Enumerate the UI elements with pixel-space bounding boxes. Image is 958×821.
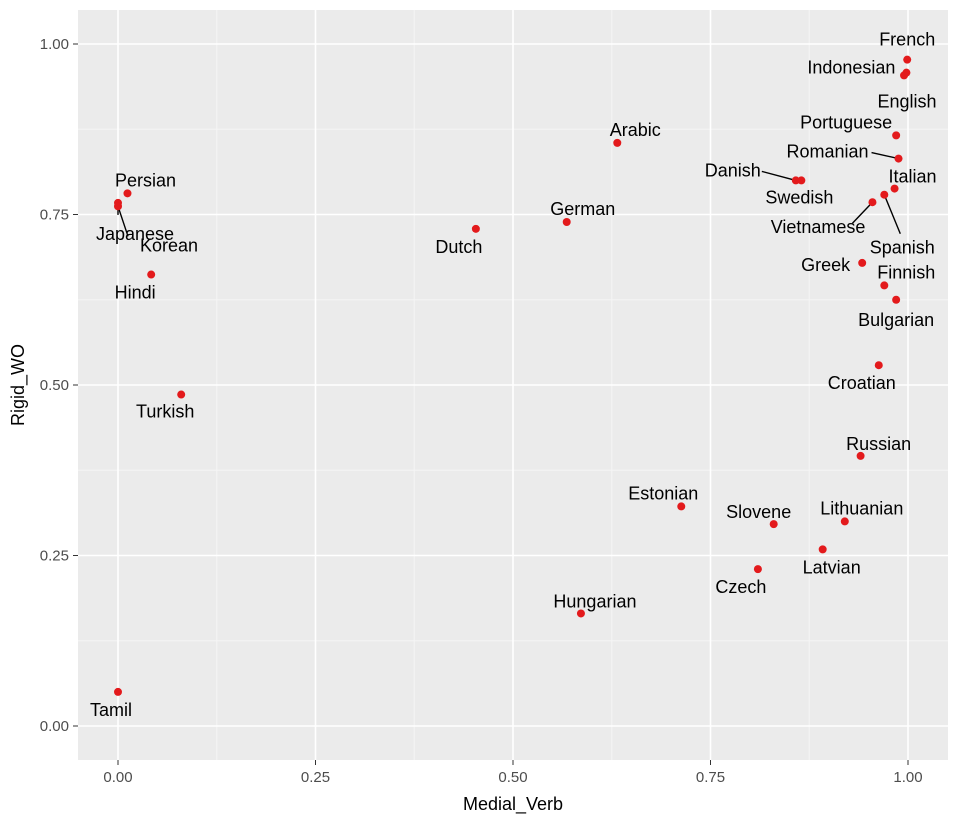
point-lithuanian xyxy=(840,517,849,526)
x-tick-label: 0.00 xyxy=(103,769,132,786)
point-label-italian: Italian xyxy=(889,167,937,187)
point-arabic xyxy=(613,138,622,147)
point-italian xyxy=(890,184,899,193)
major-gridlines xyxy=(78,10,948,760)
point-label-french: French xyxy=(879,30,935,50)
point-french xyxy=(903,55,912,64)
point-label-indonesian: Indonesian xyxy=(807,58,895,78)
point-label-swedish: Swedish xyxy=(765,187,833,207)
x-axis-ticks: 0.00 0.25 0.50 0.75 1.00 xyxy=(103,760,923,786)
point-label-spanish: Spanish xyxy=(870,238,935,258)
leader-line-vietnamese xyxy=(851,201,873,224)
point-label-persian: Persian xyxy=(115,170,176,190)
point-label-danish: Danish xyxy=(705,160,761,180)
point-vietnamese xyxy=(868,198,877,207)
point-turkish xyxy=(177,390,186,399)
point-label-arabic: Arabic xyxy=(610,120,661,140)
point-label-korean: Korean xyxy=(140,235,198,255)
point-label-croatian: Croatian xyxy=(828,373,896,393)
point-label-hindi: Hindi xyxy=(115,283,156,303)
point-label-tamil: Tamil xyxy=(90,700,132,720)
point-estonian xyxy=(677,502,686,511)
point-russian xyxy=(856,451,865,460)
x-tick-label: 0.25 xyxy=(301,769,330,786)
point-label-russian: Russian xyxy=(846,434,911,454)
point-hungarian xyxy=(576,609,585,618)
point-label-czech: Czech xyxy=(715,577,766,597)
point-label-estonian: Estonian xyxy=(628,483,698,503)
point-label-portuguese: Portuguese xyxy=(800,112,892,132)
point-korean xyxy=(114,202,122,211)
point-persian xyxy=(123,189,132,198)
label-leader-lines xyxy=(117,151,901,237)
point-label-greek: Greek xyxy=(801,255,851,275)
point-spanish xyxy=(880,190,889,199)
point-latvian xyxy=(818,545,827,554)
data-points xyxy=(114,55,912,696)
point-label-bulgarian: Bulgarian xyxy=(858,310,934,330)
y-tick-label: 0.75 xyxy=(40,207,69,224)
y-tick-label: 0.50 xyxy=(40,377,69,394)
point-german xyxy=(562,218,571,227)
point-label-german: German xyxy=(550,199,615,219)
point-label-finnish: Finnish xyxy=(877,262,935,282)
y-tick-label: 0.25 xyxy=(40,548,69,565)
point-tamil xyxy=(114,687,122,696)
point-hindi xyxy=(147,270,156,279)
point-label-slovene: Slovene xyxy=(726,502,791,522)
point-slovene xyxy=(769,520,778,529)
point-label-turkish: Turkish xyxy=(136,402,194,422)
point-english xyxy=(900,71,909,80)
point-danish xyxy=(791,176,800,185)
point-label-hungarian: Hungarian xyxy=(553,591,636,611)
point-label-vietnamese: Vietnamese xyxy=(771,217,866,237)
x-axis-title: Medial_Verb xyxy=(463,794,563,815)
point-swedish xyxy=(797,176,806,185)
point-czech xyxy=(753,565,762,574)
leader-line-romanian xyxy=(871,151,899,160)
point-portuguese xyxy=(892,131,901,140)
y-tick-label: 1.00 xyxy=(40,36,69,53)
point-label-dutch: Dutch xyxy=(435,237,482,257)
point-label-japanese: Japanese xyxy=(96,224,174,244)
point-croatian xyxy=(874,361,883,370)
point-label-latvian: Latvian xyxy=(803,557,861,577)
point-greek xyxy=(858,258,867,267)
y-axis-title: Rigid_WO xyxy=(8,344,29,426)
point-romanian xyxy=(894,154,903,163)
point-finnish xyxy=(880,281,889,290)
leader-line-spanish xyxy=(883,194,901,234)
point-label-lithuanian: Lithuanian xyxy=(820,498,903,518)
point-dutch xyxy=(471,224,480,233)
y-axis-ticks: 0.00 0.25 0.50 0.75 1.00 xyxy=(40,36,78,735)
leader-line-danish xyxy=(761,170,796,182)
leader-line-korean xyxy=(117,206,129,237)
x-tick-label: 1.00 xyxy=(893,769,922,786)
y-tick-label: 0.00 xyxy=(40,718,69,735)
x-tick-label: 0.50 xyxy=(498,769,527,786)
x-tick-label: 0.75 xyxy=(696,769,725,786)
point-label-romanian: Romanian xyxy=(786,142,868,162)
point-bulgarian xyxy=(892,295,901,304)
point-label-english: English xyxy=(878,91,937,111)
